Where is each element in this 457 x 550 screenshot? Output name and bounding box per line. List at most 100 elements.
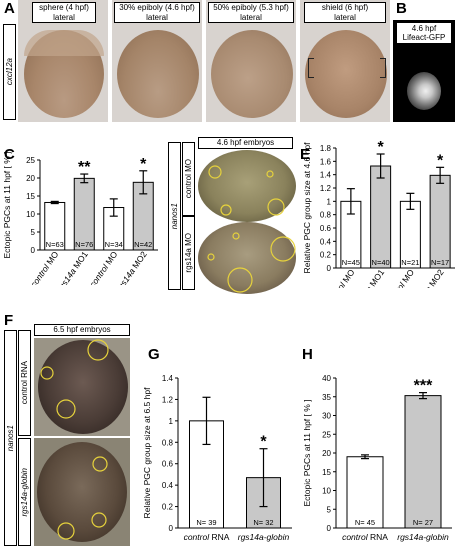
significance-mark: * <box>260 434 267 451</box>
category-label-rest: RNA <box>209 532 230 542</box>
n-label: N= 32 <box>253 518 273 527</box>
panel-f-row-label-1: control RNA <box>20 361 29 405</box>
panel-f-frame-1 <box>34 338 130 436</box>
panel-a-bracket-right <box>380 58 386 78</box>
panel-a-header-1: sphere (4 hpf) lateral <box>32 2 96 23</box>
category-label-rest: MO2 <box>426 267 446 288</box>
category-label-rest: MO <box>339 267 357 286</box>
category-label-italic: control <box>324 280 347 288</box>
y-tick-label: 0.8 <box>162 438 174 447</box>
panel-d-outer-label: nanos1 <box>170 202 179 230</box>
panel-f-row-box-1: control RNA <box>18 330 31 436</box>
y-tick-label: 1.4 <box>320 171 332 180</box>
n-label: N=42 <box>134 240 152 249</box>
panel-a-images: sphere (4 hpf) lateral 30% epiboly (4.6 … <box>18 0 390 122</box>
category-label-italic: control <box>184 532 211 542</box>
pgc-group-circle <box>266 170 274 178</box>
panel-f-header: 6.5 hpf embryos <box>34 324 130 336</box>
y-tick-label: 10 <box>26 210 35 219</box>
panel-b-header: 4.6 hpf Lifeact-GFP <box>396 22 452 44</box>
panel-f-header-text: 6.5 hpf embryos <box>53 325 111 335</box>
bar <box>370 165 392 269</box>
y-tick-label: 0.4 <box>320 237 332 246</box>
y-tick-label: 0 <box>169 524 174 533</box>
n-label: N=76 <box>75 240 93 249</box>
panel-a-side-label: cxcl12a <box>5 58 14 86</box>
pgc-group-circle <box>56 399 76 419</box>
n-label: N=40 <box>372 258 390 267</box>
category-label: rgs14a-globin <box>397 532 449 542</box>
panel-d-row-box-1: control MO <box>182 142 195 216</box>
panel-h-label: H <box>302 346 313 363</box>
significance-mark: * <box>437 152 444 169</box>
panel-b-header-line1: 4.6 hpf <box>411 23 437 33</box>
significance-mark: * <box>378 140 385 156</box>
panel-a-embryo-2 <box>117 30 199 118</box>
pgc-group-circle <box>92 456 108 472</box>
y-tick-label: 1.6 <box>320 157 332 166</box>
panel-a-header-4-line1: shield (6 hpf) <box>321 3 369 13</box>
y-axis-title: Ectopic PGCs at 11 hpf [ % ] <box>2 151 12 258</box>
n-label: N= 27 <box>413 518 433 527</box>
y-tick-label: 0 <box>31 246 36 255</box>
panel-d-circles <box>207 165 296 293</box>
panel-d-outer-box: nanos1 <box>168 142 181 290</box>
y-tick-label: 0.4 <box>162 481 174 490</box>
panel-b-cell-cluster <box>407 72 441 110</box>
y-tick-label: 0.6 <box>162 460 174 469</box>
panel-c-chart: 0 5 10 15 20 25 Ectopic PGCs at 11 hpf [ % ] N=… <box>2 151 158 285</box>
n-label: N=63 <box>46 240 64 249</box>
panel-f-outer-label: nanos1 <box>6 424 15 452</box>
y-axis-title: Ectopic PGCs at 11 hpf [ % ] <box>302 399 312 506</box>
y-tick-label: 0.2 <box>320 251 332 260</box>
panel-f-label: F <box>4 312 14 329</box>
y-tick-label: 40 <box>322 374 331 383</box>
panel-d-header-text: 4.6 hpf embryos <box>216 138 275 148</box>
category-label: rgs14a MO1 <box>351 267 386 288</box>
y-tick-label: 25 <box>322 430 331 439</box>
y-tick-label: 0 <box>327 264 332 273</box>
bar <box>429 174 451 269</box>
y-tick-label: 1 <box>327 197 332 206</box>
y-tick-label: 5 <box>327 505 332 514</box>
significance-mark: * <box>140 156 147 173</box>
panel-d-embryo-1 <box>198 150 296 222</box>
pgc-group-circle <box>91 512 107 528</box>
n-label: N= 45 <box>355 518 375 527</box>
y-tick-label: 0.8 <box>320 211 332 220</box>
y-tick-label: 20 <box>322 449 331 458</box>
panel-a-header-3: 50% epiboly (5.3 hpf) lateral <box>208 2 294 23</box>
category-label-rest: MO <box>102 249 120 268</box>
pgc-group-circle <box>208 165 222 179</box>
panel-b-image: 4.6 hpf Lifeact-GFP <box>393 20 455 122</box>
y-tick-label: 1.4 <box>162 374 174 383</box>
category-label: rgs14a MO2 <box>411 267 446 288</box>
panel-a-label: A <box>4 0 15 17</box>
panel-a-header-2-line1: 30% epiboly (4.6 hpf) <box>119 3 195 13</box>
panel-f-embryo-2 <box>37 442 127 542</box>
pgc-group-circle <box>40 366 54 380</box>
bar <box>404 395 442 529</box>
panel-e-label: E <box>300 146 311 163</box>
category-label: control MO <box>87 249 119 285</box>
y-tick-label: 0.2 <box>162 503 174 512</box>
y-tick-label: 1 <box>169 417 174 426</box>
y-axis-title: Relative PGC group size at 6.5 hpf <box>142 387 152 519</box>
y-tick-label: 10 <box>322 487 331 496</box>
y-tick-label: 35 <box>322 393 331 402</box>
panel-b-header-line2: Lifeact-GFP <box>402 33 446 42</box>
panel-a-header-2: 30% epiboly (4.6 hpf) lateral <box>114 2 200 23</box>
category-label: control RNA <box>342 532 388 542</box>
panel-a-frame-4: shield (6 hpf) lateral <box>300 0 390 122</box>
panel-f-frame-2 <box>34 438 130 546</box>
panel-a-bracket-left <box>308 58 314 78</box>
category-label: rgs14a MO1 <box>55 249 90 285</box>
panel-a-side-box: cxcl12a <box>3 24 16 120</box>
panel-a-frame-1: sphere (4 hpf) lateral <box>18 0 108 122</box>
panel-g-chart: 0 0.2 0.4 0.6 0.8 1 1.2 1.4 Relative PGC group s… <box>142 374 292 542</box>
panel-f-embryo-1 <box>38 340 128 434</box>
pgc-group-circle <box>232 232 240 240</box>
y-tick-label: 5 <box>31 228 36 237</box>
category-label-rest: MO2 <box>129 249 149 272</box>
panel-f-circles <box>40 339 109 540</box>
